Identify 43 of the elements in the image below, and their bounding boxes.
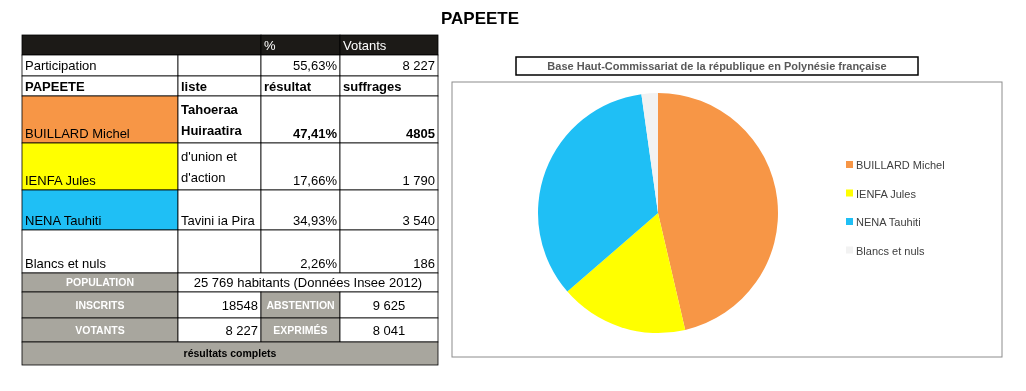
text: POPULATION: [65, 276, 135, 289]
text: 34,93%: [292, 213, 338, 228]
text: d'union et d'action: [181, 149, 238, 185]
text: PAPEETE: [25, 78, 86, 94]
text: 8 041: [372, 322, 406, 338]
text: 18548: [221, 297, 258, 313]
text: Participation: [25, 58, 97, 74]
pie-slice: [567, 213, 686, 333]
chart-title: Base Haut-Commissariat de la république en Polynésie française: [547, 60, 887, 72]
pie-slice: [658, 93, 778, 330]
text: 3 540: [402, 213, 435, 228]
text: VOTANTS: [75, 323, 125, 336]
text: résultats complets: [183, 347, 277, 360]
text: 25 769 habitants (Données Insee 2012): [193, 275, 423, 291]
text: INSCRITS: [75, 298, 125, 311]
text: %: [264, 37, 276, 53]
text: 4805: [406, 126, 435, 141]
text: 8 227: [225, 322, 258, 338]
legend-label: BUILLARD Michel: [856, 159, 945, 171]
text: 55,63%: [292, 58, 338, 74]
text: IENFA Jules: [25, 173, 97, 188]
text: 17,66%: [292, 173, 338, 188]
text: 186: [413, 256, 435, 271]
text: BUILLARD Michel: [25, 126, 130, 141]
text: PAPEETE: [440, 9, 520, 28]
legend-label: IENFA Jules: [856, 187, 917, 200]
text: ABSTENTION: [266, 298, 335, 311]
text: 9 625: [372, 297, 406, 313]
text: Tavini ia Pira: [181, 213, 256, 228]
text: Votants: [343, 37, 387, 53]
text: résultat: [264, 78, 312, 94]
text: liste: [181, 78, 208, 94]
text: suffrages: [343, 78, 402, 94]
text: NENA Tauhiti: [25, 213, 102, 228]
text: 1 790: [402, 173, 435, 188]
text: 8 227: [402, 58, 435, 74]
text: Blancs et nuls: [25, 256, 107, 271]
legend-label: NENA Tauhiti: [856, 216, 921, 228]
text: EXPRIMÉS: [273, 323, 328, 336]
text: 2,26%: [300, 256, 338, 271]
legend-label: Blancs et nuls: [856, 244, 925, 257]
pie-slice: [538, 94, 658, 292]
text: 47,41%: [292, 126, 338, 141]
